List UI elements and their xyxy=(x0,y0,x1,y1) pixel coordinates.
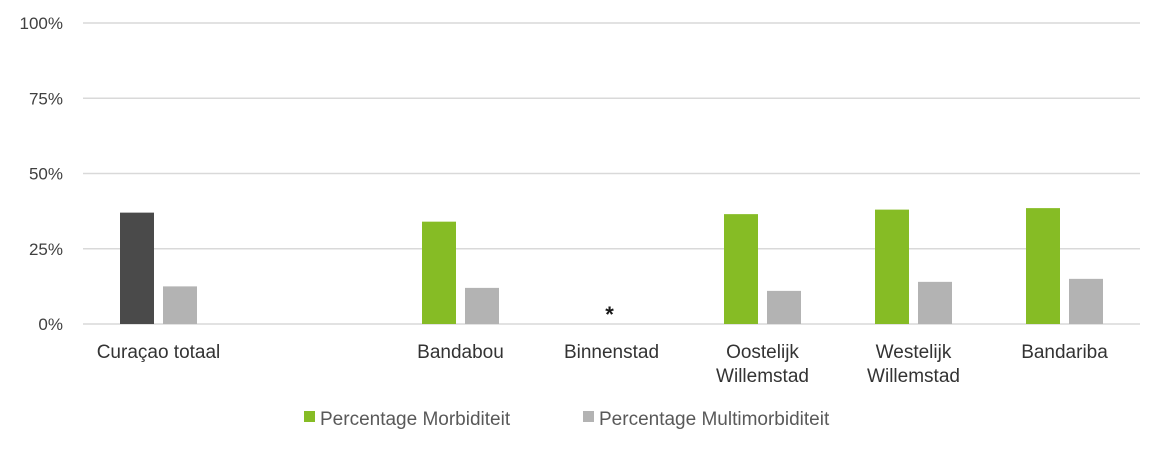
gridlines xyxy=(83,22,1140,325)
legend-entry: Percentage Multimorbiditeit xyxy=(599,409,830,430)
legend-swatch xyxy=(583,411,594,422)
legend-entry: Percentage Morbiditeit xyxy=(320,409,511,430)
annotations: * xyxy=(605,302,614,327)
bar xyxy=(465,287,499,324)
annotation-label: * xyxy=(605,302,614,327)
x-axis-labels: Curaçao totaal Bandabou Binnenstad Oostelij… xyxy=(97,342,1109,387)
bars xyxy=(120,208,1103,324)
x-tick-label: Binnenstad xyxy=(564,342,659,363)
x-tick-label: Westelijk Willemstad xyxy=(867,342,960,387)
bar xyxy=(767,290,801,324)
bar xyxy=(1069,278,1103,324)
x-tick-label: Bandariba xyxy=(1021,342,1108,363)
bar xyxy=(875,209,909,324)
bar xyxy=(918,281,952,324)
bar xyxy=(1026,208,1060,324)
y-tick-label: 50% xyxy=(29,165,63,184)
y-tick-label: 100% xyxy=(20,14,63,33)
legend-swatch xyxy=(304,411,315,422)
x-tick-label: Curaçao totaal xyxy=(97,342,221,363)
x-tick-label: Oostelijk Willemstad xyxy=(716,342,809,387)
x-tick-label: Bandabou xyxy=(417,342,504,363)
y-tick-label: 25% xyxy=(29,240,63,259)
y-tick-label: 75% xyxy=(29,89,63,108)
legend: Percentage Morbiditeit Percentage Multimo… xyxy=(304,409,830,430)
bar xyxy=(724,214,758,324)
bar xyxy=(163,286,197,324)
bar xyxy=(422,221,456,324)
y-tick-label: 0% xyxy=(38,315,63,334)
bar xyxy=(120,212,154,324)
y-axis-ticks: 0% 25% 50% 75% 100% xyxy=(20,14,63,334)
